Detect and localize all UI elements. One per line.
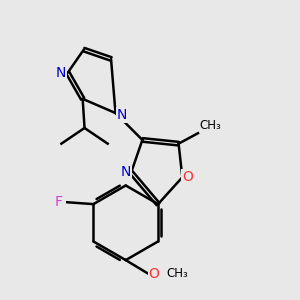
Text: CH₃: CH₃ <box>199 119 221 132</box>
Text: O: O <box>149 267 160 281</box>
Text: F: F <box>55 195 63 209</box>
Text: N: N <box>56 66 66 80</box>
Text: N: N <box>120 165 131 179</box>
Text: N: N <box>117 108 128 122</box>
Text: O: O <box>182 170 194 184</box>
Text: CH₃: CH₃ <box>167 267 188 280</box>
